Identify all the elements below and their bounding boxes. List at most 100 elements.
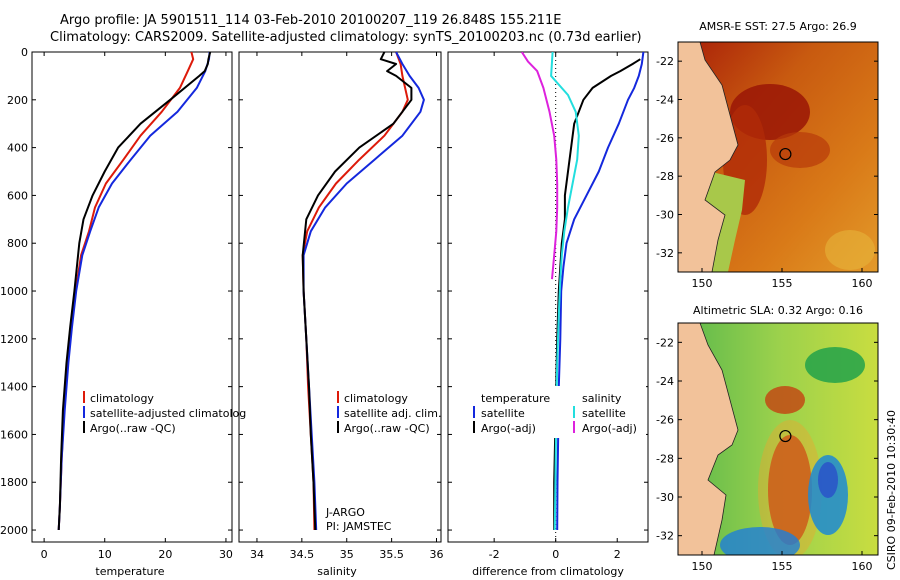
x-tick-label: 10 <box>98 548 112 561</box>
legend-label-satellite-adj: satellite adj. clim. <box>344 407 441 420</box>
sst-map-frame <box>677 41 879 273</box>
difference-depth-ticks <box>448 51 648 531</box>
sst-map-panel: AMSR-E SST: 27.5 Argo: 26.9 150 155 160 -22… <box>656 20 879 290</box>
x-tick-label: 35 <box>340 548 354 561</box>
sst-warm-patch <box>770 132 830 168</box>
legend-label-climatology: climatology <box>344 392 408 405</box>
series-line-temperature-satellite <box>556 52 645 531</box>
depth-tick-label: 800 <box>7 237 28 250</box>
sla-map-axes: 150 155 160 -22 -24 -26 -28 -30 -32 <box>656 336 878 573</box>
legend-title-salinity: salinity <box>582 392 622 405</box>
salinity-profiles <box>301 52 425 531</box>
legend-label-satellite-adjusted: satellite-adjusted climatolog <box>90 407 246 420</box>
map-x-tick-label: 150 <box>692 277 713 290</box>
map-y-tick-label: -26 <box>656 132 674 145</box>
map-y-tick-label: -24 <box>656 375 674 388</box>
depth-tick-label: 2000 <box>0 524 28 537</box>
series-line-temperature-argo-adj <box>553 58 641 530</box>
sst-land <box>678 42 738 272</box>
map-x-tick-label: 155 <box>772 560 793 573</box>
sla-argo-marker <box>779 429 792 443</box>
depth-axis: 0 200 400 600 800 1000 1200 1400 1600 1800 2000 <box>0 46 232 537</box>
sla-coastline <box>699 323 739 555</box>
sst-cool-patch <box>825 230 875 270</box>
series-line-satellite-adj-clim <box>302 52 425 531</box>
depth-tick-label: 1000 <box>0 285 28 298</box>
sla-map-title: Altimetric SLA: 0.32 Argo: 0.16 <box>693 304 863 317</box>
depth-tick-label: 1200 <box>0 333 28 346</box>
sst-coastline <box>699 42 739 272</box>
map-y-tick-label: -26 <box>656 414 674 427</box>
x-tick-label: -2 <box>489 548 500 561</box>
salinity-panel: 34 34.5 35 35.5 36 climatology satellite adj… <box>238 51 444 578</box>
depth-tick-label: 0 <box>21 46 28 59</box>
legend-label-climatology: climatology <box>90 392 154 405</box>
sla-low-south <box>720 527 800 555</box>
map-x-tick-label: 160 <box>852 560 873 573</box>
sla-low-ne <box>805 347 865 383</box>
map-y-tick-label: -30 <box>656 491 674 504</box>
x-tick-label: 20 <box>158 548 172 561</box>
legend-label-temperature-argo: Argo(-adj) <box>481 422 536 435</box>
map-y-tick-label: -22 <box>656 55 674 68</box>
map-x-tick-label: 155 <box>772 277 793 290</box>
temperature-x-label: temperature <box>95 565 164 578</box>
map-y-tick-label: -30 <box>656 209 674 222</box>
salinity-panel-frame <box>238 51 442 543</box>
sst-argo-marker <box>779 147 792 161</box>
map-y-tick-label: -22 <box>656 336 674 349</box>
map-y-tick-label: -32 <box>656 247 674 260</box>
legend-label-temperature-satellite: satellite <box>481 407 525 420</box>
x-tick-label: 34.5 <box>290 548 315 561</box>
temperature-profiles <box>57 52 212 531</box>
series-line-argo-raw-qc <box>301 52 413 531</box>
salinity-x-label: salinity <box>317 565 357 578</box>
credit-timestamp: CSIRO 09-Feb-2010 10:30:40 <box>885 410 898 570</box>
sla-high-patch-north <box>765 386 805 414</box>
x-tick-label: 34 <box>250 548 264 561</box>
sla-map-panel: Altimetric SLA: 0.32 Argo: 0.16 150 155 16… <box>656 304 879 573</box>
depth-tick-label: 600 <box>7 189 28 202</box>
depth-tick-label: 1800 <box>0 476 28 489</box>
x-tick-label: 0 <box>552 548 559 561</box>
temperature-panel: 0 200 400 600 800 1000 1200 1400 1600 1800 2000 0 1… <box>0 46 246 578</box>
difference-profiles <box>520 52 645 531</box>
x-tick-label: 2 <box>614 548 621 561</box>
map-x-tick-label: 160 <box>852 277 873 290</box>
series-line-argo-raw-qc <box>57 52 212 531</box>
difference-x-label: difference from climatology <box>472 565 624 578</box>
temperature-panel-frame <box>31 51 233 543</box>
x-tick-label: 30 <box>219 548 233 561</box>
map-x-tick-label: 150 <box>692 560 713 573</box>
salinity-depth-ticks <box>239 51 441 531</box>
map-y-tick-label: -28 <box>656 452 674 465</box>
legend-label-salinity-satellite: satellite <box>582 407 626 420</box>
sla-land <box>678 323 738 555</box>
sla-high-ridge-halo <box>758 420 822 555</box>
depth-tick-label: 1600 <box>0 428 28 441</box>
x-tick-label: 0 <box>41 548 48 561</box>
legend-label-argo: Argo(..raw -QC) <box>344 422 430 435</box>
salinity-x-axis: 34 34.5 35 35.5 36 <box>250 52 444 561</box>
sla-map-field <box>678 323 878 555</box>
sst-map-field <box>678 42 878 272</box>
difference-panel-frame <box>447 51 649 543</box>
difference-legend: temperature satellite Argo(-adj) salinit… <box>470 386 646 438</box>
x-tick-label: 35.5 <box>379 548 404 561</box>
difference-panel: -2 0 2 temperature satellite Argo(-adj) sa… <box>447 51 649 578</box>
sla-map-frame <box>677 322 879 556</box>
legend-title-temperature: temperature <box>481 392 550 405</box>
series-line-salinity-argo-adj <box>520 52 559 280</box>
map-y-tick-label: -24 <box>656 94 674 107</box>
map-y-tick-label: -32 <box>656 530 674 543</box>
depth-tick-label: 400 <box>7 142 28 155</box>
legend-background <box>470 386 646 438</box>
temperature-x-axis: 0 10 20 30 <box>41 52 233 561</box>
legend-label-salinity-argo: Argo(-adj) <box>582 422 637 435</box>
header-line-2: Climatology: CARS2009. Satellite-adjuste… <box>50 30 642 45</box>
sla-high-ridge <box>768 435 812 545</box>
float-pi-label: PI: JAMSTEC <box>326 520 392 533</box>
legend-label-argo: Argo(..raw -QC) <box>90 422 176 435</box>
series-line-satellite-adjusted-climatology <box>57 52 211 531</box>
